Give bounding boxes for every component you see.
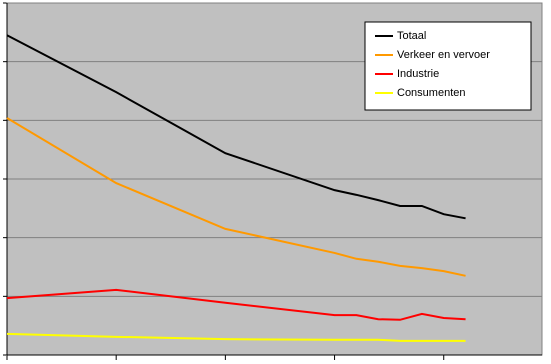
legend-label: Industrie [397, 68, 439, 80]
series-line [6, 332, 466, 342]
legend-label: Consumenten [397, 87, 466, 99]
series-line [6, 288, 466, 321]
series-line [6, 34, 466, 220]
legend-label: Verkeer en vervoer [397, 49, 490, 61]
series-line [6, 117, 466, 277]
legend-label: Totaal [397, 30, 426, 42]
